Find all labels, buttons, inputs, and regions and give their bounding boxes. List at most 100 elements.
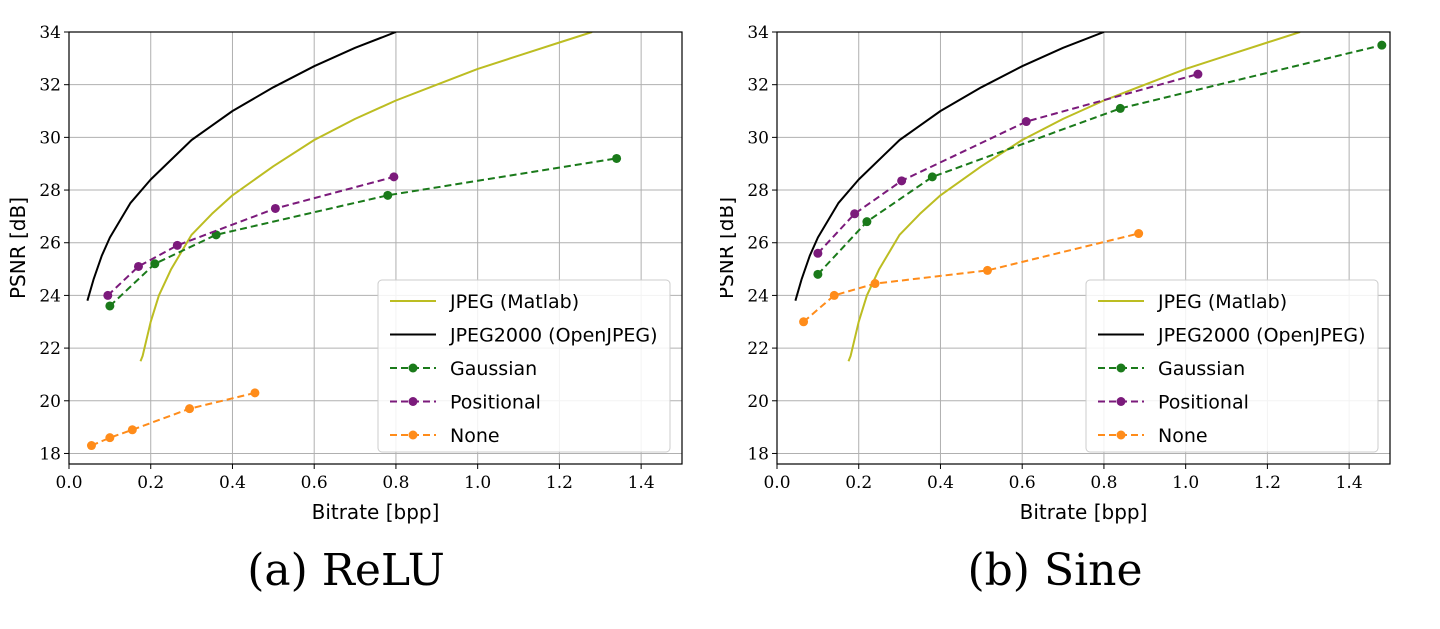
legend-label-jpeg-matlab: JPEG (Matlab) xyxy=(1157,291,1287,313)
y-tick-label: 30 xyxy=(39,128,61,148)
series-line-jpeg-matlab xyxy=(847,32,1301,362)
x-tick-label: 1.0 xyxy=(1172,473,1199,493)
legend-marker-none xyxy=(1116,430,1126,440)
y-tick-label: 26 xyxy=(747,234,769,254)
y-tick-label: 24 xyxy=(747,286,769,306)
series-line-none xyxy=(91,391,256,447)
data-point-positional xyxy=(850,209,860,219)
y-tick-label: 22 xyxy=(39,339,61,359)
caption-sine: (b) Sine xyxy=(967,545,1143,596)
y-tick-label: 32 xyxy=(39,76,61,96)
data-point-none xyxy=(799,317,809,327)
y-tick-label: 18 xyxy=(39,444,61,464)
legend-marker-gaussian xyxy=(1116,363,1126,373)
series-line-positional xyxy=(107,175,395,297)
data-point-positional xyxy=(133,261,143,271)
legend: JPEG (Matlab) JPEG2000 (OpenJPEG) Gaussian… xyxy=(377,279,671,453)
series-line-jpeg2000-openjpeg xyxy=(794,32,1105,301)
data-point-positional xyxy=(172,240,182,250)
y-tick-label: 26 xyxy=(39,234,61,254)
x-tick-label: 1.4 xyxy=(1336,473,1363,493)
data-point-positional xyxy=(897,176,907,186)
plot-frame xyxy=(776,31,1391,465)
data-point-positional xyxy=(270,203,280,213)
data-point-none xyxy=(86,441,96,451)
legend-label-jpeg2000-openjpeg: JPEG2000 (OpenJPEG) xyxy=(1157,325,1366,347)
legend-box xyxy=(377,279,671,453)
data-point-positional xyxy=(1193,69,1203,79)
legend-label-gaussian: Gaussian xyxy=(1158,358,1245,380)
x-axis-label: Bitrate [bpp] xyxy=(1020,500,1148,524)
chart-sine: 0.0 0.2 0.4 0.6 0.8 1.0 1.2 1.4 18 20 22 24 26 28 30 32… xyxy=(720,23,1391,524)
y-tick-label: 34 xyxy=(39,23,61,43)
data-point-positional xyxy=(813,248,823,258)
x-tick-label: 1.4 xyxy=(628,473,655,493)
x-tick-label: 1.2 xyxy=(1254,473,1281,493)
legend-box xyxy=(1085,279,1379,453)
data-point-none xyxy=(982,265,992,275)
legend-label-positional: Positional xyxy=(450,392,541,414)
legend-label-jpeg2000-openjpeg: JPEG2000 (OpenJPEG) xyxy=(449,325,658,347)
x-tick-label: 0.0 xyxy=(55,473,82,493)
data-point-none xyxy=(870,279,880,289)
y-tick-label: 20 xyxy=(39,392,61,412)
data-point-none xyxy=(829,290,839,300)
x-tick-label: 1.2 xyxy=(546,473,573,493)
legend-marker-gaussian xyxy=(408,363,418,373)
data-point-gaussian xyxy=(1115,103,1125,113)
legend-label-gaussian: Gaussian xyxy=(450,358,537,380)
data-point-gaussian xyxy=(612,153,622,163)
x-tick-label: 0.4 xyxy=(927,473,954,493)
data-point-positional xyxy=(103,290,113,300)
y-tick-label: 32 xyxy=(747,76,769,96)
data-point-none xyxy=(185,404,195,414)
x-tick-label: 0.6 xyxy=(1009,473,1036,493)
plot-frame xyxy=(68,31,683,465)
data-point-gaussian xyxy=(150,259,160,269)
data-point-gaussian xyxy=(927,172,937,182)
x-tick-label: 0.0 xyxy=(763,473,790,493)
x-tick-label: 0.2 xyxy=(845,473,872,493)
caption-relu: (a) ReLU xyxy=(247,545,445,596)
y-tick-label: 30 xyxy=(747,128,769,148)
series-line-gaussian xyxy=(817,44,1383,275)
data-point-none xyxy=(1134,229,1144,239)
x-tick-label: 0.4 xyxy=(219,473,246,493)
y-tick-label: 18 xyxy=(747,444,769,464)
data-point-none xyxy=(250,388,260,398)
y-tick-label: 28 xyxy=(747,181,769,201)
legend-marker-positional xyxy=(1116,397,1126,406)
x-tick-label: 1.0 xyxy=(464,473,491,493)
data-point-none xyxy=(105,433,115,443)
data-point-gaussian xyxy=(1377,40,1387,50)
data-point-positional xyxy=(389,172,399,182)
y-tick-label: 24 xyxy=(39,286,61,306)
x-tick-label: 0.2 xyxy=(137,473,164,493)
data-point-none xyxy=(127,425,137,435)
series-line-jpeg-matlab xyxy=(139,32,593,362)
y-axis-label: PSNR [dB] xyxy=(720,197,738,299)
legend: JPEG (Matlab) JPEG2000 (OpenJPEG) Gaussian… xyxy=(1085,279,1379,453)
y-axis-label: PSNR [dB] xyxy=(6,197,30,299)
y-tick-label: 20 xyxy=(747,392,769,412)
x-tick-label: 0.8 xyxy=(382,473,409,493)
chart-relu: 0.0 0.2 0.4 0.6 0.8 1.0 1.2 1.4 18 20 22 24 26 28 30 32… xyxy=(6,23,683,524)
y-tick-label: 22 xyxy=(747,339,769,359)
legend-marker-positional xyxy=(408,397,418,406)
legend-label-jpeg-matlab: JPEG (Matlab) xyxy=(449,291,579,313)
x-tick-label: 0.6 xyxy=(301,473,328,493)
y-tick-label: 34 xyxy=(747,23,769,43)
series-group xyxy=(86,32,622,451)
x-axis-label: Bitrate [bpp] xyxy=(312,500,440,524)
series-line-jpeg2000-openjpeg xyxy=(86,32,397,301)
data-point-gaussian xyxy=(105,301,115,311)
data-point-gaussian xyxy=(813,269,823,279)
x-tick-label: 0.8 xyxy=(1090,473,1117,493)
data-point-positional xyxy=(1021,117,1031,127)
series-group xyxy=(794,32,1387,362)
y-tick-label: 28 xyxy=(39,181,61,201)
legend-label-positional: Positional xyxy=(1158,392,1249,414)
data-point-gaussian xyxy=(383,190,393,200)
legend-label-none: None xyxy=(450,425,500,447)
